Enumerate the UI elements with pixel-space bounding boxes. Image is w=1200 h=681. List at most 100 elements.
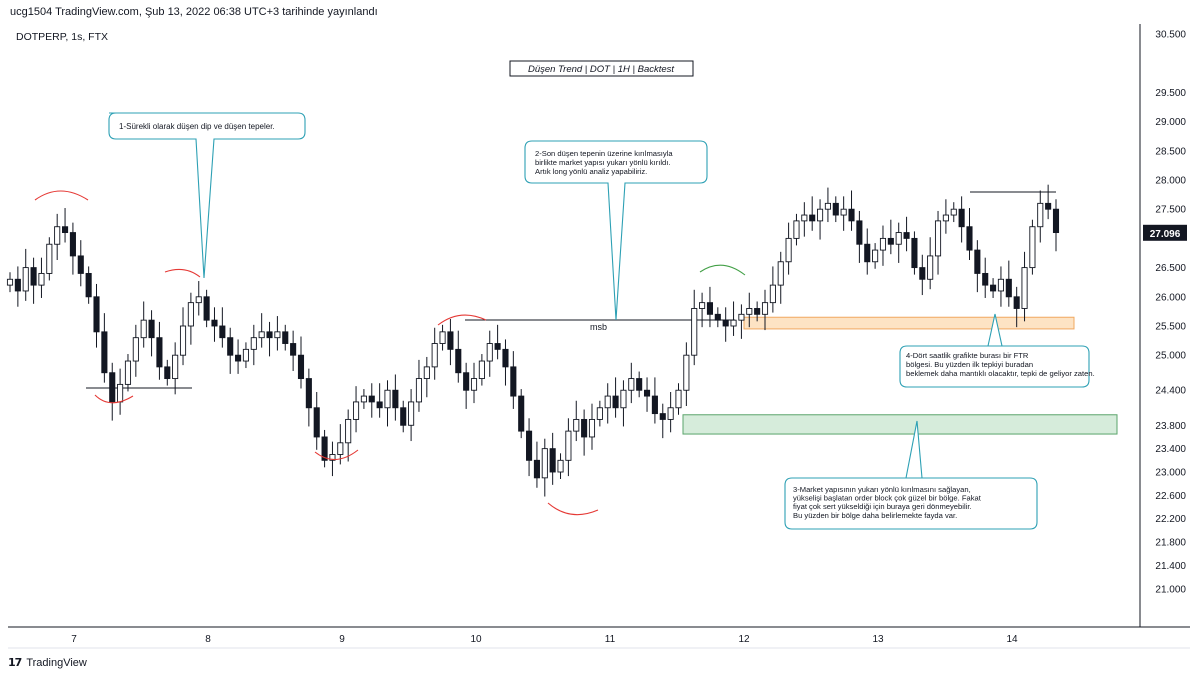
candle: [761, 289, 769, 331]
candle: [596, 400, 603, 427]
candle: [879, 225, 887, 266]
candle: [494, 324, 501, 360]
candle: [360, 389, 367, 409]
candle: [699, 292, 706, 328]
candle: [69, 222, 76, 275]
candle: [455, 330, 462, 383]
price-tick-label: 23.400: [1155, 444, 1186, 455]
arrow-red-6: [547, 502, 599, 516]
candle: [156, 321, 163, 380]
callout-2: [524, 140, 708, 321]
price-tick-labels: 30.500 29.500 29.000 28.500 28.000 27.500 26.5…: [1155, 30, 1186, 596]
candle: [187, 292, 194, 345]
candle: [250, 324, 257, 366]
candle: [140, 301, 147, 348]
candle: [997, 266, 1004, 307]
candle: [109, 362, 116, 421]
candle: [675, 383, 682, 415]
candle: [683, 342, 690, 407]
candle: [313, 391, 320, 450]
candle: [54, 213, 61, 261]
candle: [211, 307, 218, 342]
msb-label: msb: [590, 322, 607, 332]
callout-3: [784, 420, 1038, 530]
arrow-red-4: [314, 449, 359, 461]
candle: [400, 400, 407, 433]
candles-group: [6, 184, 1060, 497]
candle: [392, 374, 399, 421]
candle: [573, 400, 580, 442]
candle: [164, 359, 171, 386]
candle: [518, 389, 525, 439]
candle: [777, 251, 784, 304]
candle: [423, 356, 430, 398]
candle: [290, 330, 297, 371]
tradingview-brand[interactable]: 𝟭𝟳 TradingView: [8, 656, 87, 670]
candle: [62, 208, 69, 243]
candle: [85, 266, 92, 304]
candle: [447, 318, 454, 366]
candle: [93, 283, 100, 348]
price-tick-label: 26.500: [1155, 263, 1186, 274]
candle: [117, 368, 124, 415]
order-block-zone: [682, 414, 1118, 435]
candle: [927, 237, 934, 290]
candle: [22, 248, 29, 301]
price-tick-label: 26.000: [1155, 292, 1186, 303]
candle: [77, 240, 84, 287]
candle: [864, 228, 871, 275]
price-tick-label: 28.000: [1155, 176, 1186, 187]
candle: [533, 441, 540, 488]
candle: [376, 383, 383, 418]
price-tick-label: 28.500: [1155, 146, 1186, 157]
candle: [887, 219, 894, 255]
candle: [769, 266, 776, 313]
tradingview-brand-label: TradingView: [26, 656, 87, 669]
candle: [352, 386, 360, 433]
candle: [101, 313, 108, 383]
time-tick-label: 11: [605, 634, 616, 645]
candle: [934, 210, 942, 275]
price-tick-label: 21.000: [1155, 584, 1186, 595]
candle: [738, 304, 745, 339]
candle: [549, 432, 556, 485]
price-tick-label: 21.400: [1155, 561, 1186, 572]
candle: [235, 339, 242, 374]
candle: [588, 403, 596, 450]
price-tick-label: 24.400: [1155, 386, 1186, 397]
candle: [242, 342, 249, 369]
candle: [801, 202, 808, 237]
candle: [203, 289, 210, 328]
arrow-green-1: [699, 264, 746, 276]
candle: [824, 187, 831, 223]
price-tick-label: 21.800: [1155, 538, 1186, 549]
candle: [227, 327, 234, 374]
price-tick-label: 27.500: [1155, 205, 1186, 216]
candle: [305, 368, 312, 427]
candle: [470, 362, 478, 404]
candle: [958, 196, 965, 243]
time-tick-label: 14: [1006, 634, 1018, 645]
candle: [651, 377, 658, 424]
price-tick-label: 23.800: [1155, 421, 1186, 432]
candle: [274, 316, 281, 351]
candle: [1045, 184, 1052, 220]
time-tick-label: 7: [71, 634, 77, 645]
price-tick-label: 22.200: [1155, 514, 1186, 525]
price-tick-label: 25.500: [1155, 322, 1186, 333]
time-tick-labels: 7 8 9 10 11 12 13 14: [71, 634, 1018, 645]
candle: [1005, 260, 1012, 307]
last-price-tag: [1143, 224, 1187, 241]
candle: [368, 383, 375, 418]
callout-4: [899, 313, 1090, 388]
callout-1-text: 1-Sürekli olarak düşen dip ve düşen tepe…: [119, 122, 275, 131]
candle: [148, 310, 155, 357]
candle: [643, 377, 651, 412]
candle: [46, 237, 53, 281]
candle: [714, 307, 721, 328]
price-tick-label: 22.600: [1155, 491, 1186, 502]
time-tick-label: 9: [339, 634, 345, 645]
candle: [746, 292, 753, 328]
candle: [30, 257, 37, 304]
